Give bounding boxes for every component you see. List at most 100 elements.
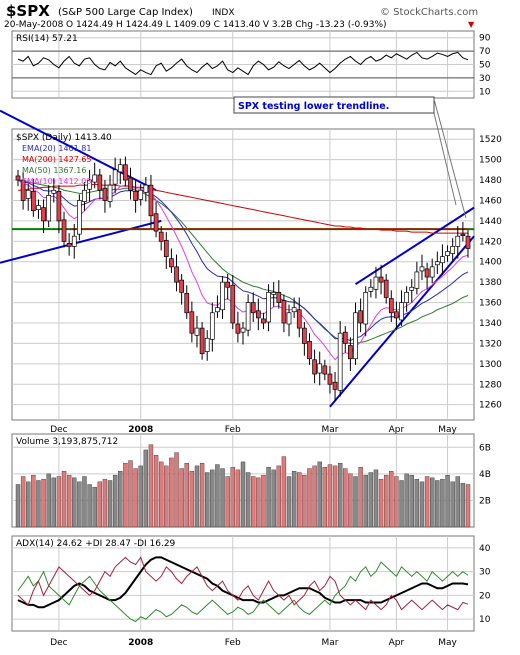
legend-ma200: MA(200) 1427.65 (22, 155, 92, 164)
volume-tick-label: 4B (479, 470, 491, 480)
candle-body (209, 312, 215, 340)
adx-tick-label: 10 (479, 615, 491, 625)
volume-bar (302, 474, 307, 528)
candle-body (41, 207, 46, 222)
volume-bar (230, 467, 235, 528)
candle-body (92, 174, 98, 183)
candle-body (455, 235, 461, 247)
candle-body (46, 195, 52, 222)
volume-tick-label: 2B (479, 496, 491, 506)
adx-series-line (17, 561, 469, 623)
volume-bar (337, 463, 343, 528)
plot-layer (0, 51, 475, 623)
candle-body (465, 235, 471, 249)
candle-body (348, 345, 353, 360)
candle-body (440, 256, 445, 264)
volume-bar (332, 465, 338, 528)
candle-body (394, 311, 399, 319)
candle-body (404, 292, 409, 303)
x-tick-label: Mar (321, 425, 338, 435)
volume-bar (82, 476, 87, 528)
volume-bar (424, 476, 430, 528)
volume-bar (358, 467, 363, 528)
volume-bar (72, 477, 77, 528)
volume-bar (322, 467, 328, 528)
candle-body (163, 239, 169, 257)
price-tick-label: 1520 (479, 135, 502, 145)
price-tick-label: 1480 (479, 176, 502, 186)
price-tick-label: 1340 (479, 319, 502, 329)
candle-body (261, 318, 266, 324)
volume-bar (51, 477, 56, 528)
legend-ma50: MA(50) 1367.16 (22, 166, 86, 175)
volume-bar (251, 476, 256, 528)
candle-body (317, 363, 323, 374)
candle-body (409, 286, 415, 291)
volume-bar (363, 474, 368, 528)
volume-bar (194, 465, 200, 528)
annotation-text: SPX testing lower trendline. (238, 101, 389, 112)
candle-body (388, 298, 394, 314)
candle-body (230, 284, 236, 324)
x-tick-label: Apr (389, 425, 405, 435)
x-tick-label: Apr (389, 638, 405, 648)
volume-bar (327, 464, 333, 528)
candle-body (117, 164, 123, 173)
volume-bar (153, 455, 159, 528)
volume-bar (158, 461, 164, 528)
volume-bar (15, 484, 21, 528)
volume-bar (343, 468, 348, 528)
candle-body (148, 184, 154, 217)
legend-ema10: EMA(10) 1412.03 (22, 177, 91, 186)
candle-body (399, 302, 404, 321)
volume-bar (389, 471, 394, 528)
quote-line: O 1424.49 H 1424.49 L 1409.09 C 1413.40 … (66, 20, 387, 30)
candle-body (286, 312, 292, 325)
volume-bar (399, 480, 404, 528)
candle-body (220, 281, 225, 311)
candle-body (358, 310, 363, 324)
volume-bar (348, 473, 353, 528)
volume-bar (404, 473, 409, 528)
adx-tick-label: 30 (479, 568, 491, 578)
annotation-pointer (433, 112, 457, 206)
volume-bar (56, 476, 62, 528)
candle-body (169, 258, 174, 268)
volume-bar (36, 480, 41, 528)
candle-body (97, 174, 103, 191)
ema20-line (17, 179, 469, 342)
rsi-tick-label: 10 (479, 87, 491, 97)
candle-body (368, 286, 374, 292)
volume-bar (179, 468, 184, 528)
candle-body (240, 327, 246, 333)
candle-body (138, 189, 144, 200)
volume-bar (66, 474, 72, 528)
rsi-tick-label: 90 (479, 34, 491, 44)
volume-bar (128, 460, 133, 528)
rising-upper-trendline (354, 206, 475, 286)
price-tick-label: 1300 (479, 360, 502, 370)
volume-bar (455, 476, 460, 528)
change-down-icon: ▼ (468, 20, 475, 29)
candle-body (434, 261, 440, 266)
volume-bar (414, 478, 420, 528)
exchange-label: INDX (212, 8, 234, 18)
grid-layer (12, 31, 474, 631)
volume-bar (440, 478, 445, 528)
volume-bar (460, 482, 466, 528)
annotation-box (233, 96, 435, 114)
volume-bar (317, 461, 322, 528)
candle-body (77, 200, 82, 235)
candle-body (199, 327, 205, 354)
x-tick-label: May (438, 638, 457, 648)
candle-body (107, 184, 113, 202)
volume-bar (92, 486, 97, 528)
rsi-title: RSI(14) 57.21 (16, 34, 78, 44)
candle-body (266, 292, 271, 323)
candle-body (255, 310, 261, 319)
adx-title: ADX(14) 24.62 +DI 28.47 -DI 16.29 (16, 539, 176, 549)
candle-body (143, 184, 149, 193)
candle-body (82, 189, 87, 202)
candle-body (383, 279, 389, 298)
